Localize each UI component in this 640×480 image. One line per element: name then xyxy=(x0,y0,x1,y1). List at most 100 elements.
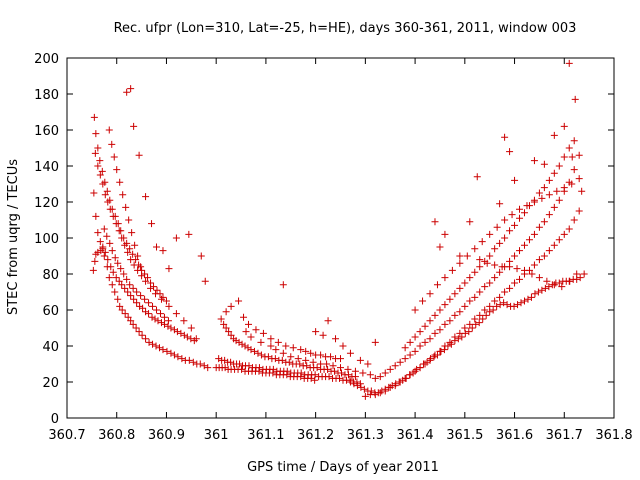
data-point xyxy=(413,365,421,373)
data-point xyxy=(127,292,135,300)
data-point xyxy=(344,365,352,373)
data-point xyxy=(578,187,586,195)
data-point xyxy=(436,347,444,355)
data-point xyxy=(170,351,178,359)
data-point xyxy=(94,248,102,256)
data-point xyxy=(401,355,409,363)
y-tick-label: 120 xyxy=(34,196,59,211)
data-point xyxy=(511,176,519,184)
y-tick-label: 100 xyxy=(34,232,59,247)
data-point xyxy=(110,153,118,161)
data-point xyxy=(391,362,399,370)
data-point xyxy=(254,349,262,357)
data-point xyxy=(121,284,129,292)
data-point xyxy=(541,284,549,292)
data-point xyxy=(167,349,175,357)
data-point xyxy=(106,205,114,213)
data-point xyxy=(221,364,229,372)
data-point xyxy=(323,360,331,368)
data-point xyxy=(441,342,449,350)
data-point xyxy=(142,277,150,285)
data-point xyxy=(103,232,111,240)
data-point xyxy=(516,214,524,222)
data-point xyxy=(96,171,104,179)
data-point xyxy=(540,252,548,260)
data-point xyxy=(441,320,449,328)
data-point xyxy=(543,277,551,285)
data-point xyxy=(89,266,97,274)
y-tick-label: 0 xyxy=(51,412,59,427)
data-point xyxy=(506,227,514,235)
data-point xyxy=(90,189,98,197)
chart-title: Rec. ufpr (Lon=310, Lat=-25, h=HE), days… xyxy=(114,21,577,36)
data-point xyxy=(138,272,146,280)
data-point xyxy=(236,360,244,368)
data-point xyxy=(127,85,135,93)
data-point xyxy=(426,335,434,343)
data-point xyxy=(250,347,258,355)
data-point xyxy=(282,342,290,350)
data-point xyxy=(486,302,494,310)
data-point xyxy=(126,281,134,289)
data-point xyxy=(483,259,491,267)
data-point xyxy=(283,371,291,379)
x-tick-label: 360.7 xyxy=(48,428,85,443)
data-point xyxy=(361,392,369,400)
data-point xyxy=(454,335,462,343)
data-point xyxy=(431,351,439,359)
data-point xyxy=(185,230,193,238)
data-point xyxy=(476,256,484,264)
data-point xyxy=(475,319,483,327)
data-point xyxy=(482,311,490,319)
data-point xyxy=(222,324,230,332)
data-point xyxy=(531,290,539,298)
data-point xyxy=(416,342,424,350)
data-point xyxy=(111,288,119,296)
data-point xyxy=(530,157,538,165)
data-point xyxy=(108,247,116,255)
data-point xyxy=(491,297,499,305)
data-point xyxy=(391,382,399,390)
data-point xyxy=(565,144,573,152)
data-point xyxy=(411,347,419,355)
data-point xyxy=(535,189,543,197)
data-point xyxy=(493,223,501,231)
data-point xyxy=(200,362,208,370)
data-point xyxy=(125,216,133,224)
data-point xyxy=(312,328,320,336)
y-tick-label: 200 xyxy=(34,52,59,67)
data-point xyxy=(472,320,480,328)
data-point xyxy=(114,259,122,267)
data-point xyxy=(121,241,129,249)
data-point xyxy=(456,308,464,316)
data-point xyxy=(332,335,340,343)
data-point xyxy=(217,315,225,323)
data-point xyxy=(431,311,439,319)
data-point xyxy=(351,367,359,375)
data-point xyxy=(550,169,558,177)
data-point xyxy=(406,338,414,346)
data-point xyxy=(431,218,439,226)
data-point xyxy=(540,218,548,226)
data-point xyxy=(530,230,538,238)
data-point xyxy=(486,252,494,260)
x-tick-label: 360.9 xyxy=(148,428,185,443)
y-tick-label: 60 xyxy=(42,304,59,319)
data-point xyxy=(478,238,486,246)
data-point xyxy=(123,88,131,96)
data-point xyxy=(513,265,521,273)
data-point xyxy=(357,383,365,391)
data-point xyxy=(565,277,573,285)
data-point xyxy=(145,299,153,307)
data-point xyxy=(98,167,106,175)
data-points xyxy=(89,59,588,400)
data-point xyxy=(124,313,132,321)
data-point xyxy=(135,151,143,159)
data-point xyxy=(302,356,310,364)
data-point xyxy=(570,216,578,224)
data-point xyxy=(545,283,553,291)
data-point xyxy=(471,315,479,323)
data-point xyxy=(131,241,139,249)
data-point xyxy=(130,122,138,130)
data-point xyxy=(247,346,255,354)
